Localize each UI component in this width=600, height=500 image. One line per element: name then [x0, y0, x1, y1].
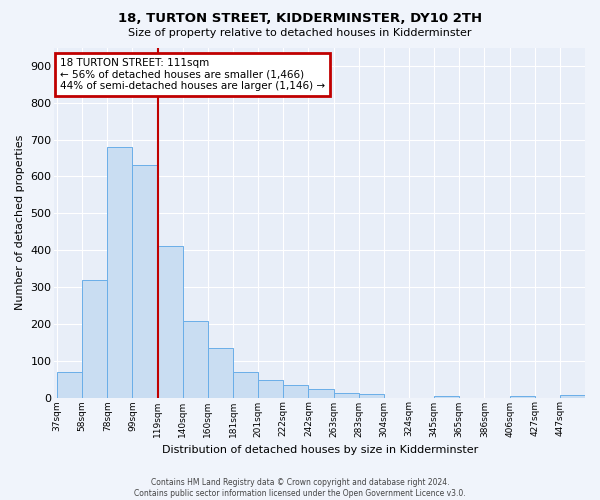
Text: Size of property relative to detached houses in Kidderminster: Size of property relative to detached ho…: [128, 28, 472, 38]
Bar: [107, 147, 133, 398]
Bar: [133, 166, 158, 398]
Bar: [359, 394, 384, 398]
Y-axis label: Number of detached properties: Number of detached properties: [15, 135, 25, 310]
Text: 18 TURTON STREET: 111sqm
← 56% of detached houses are smaller (1,466)
44% of sem: 18 TURTON STREET: 111sqm ← 56% of detach…: [60, 58, 325, 91]
Bar: [208, 348, 233, 398]
Bar: [509, 396, 535, 398]
Bar: [158, 246, 182, 398]
Bar: [334, 393, 359, 398]
Bar: [434, 396, 459, 398]
Bar: [57, 372, 82, 398]
Text: Contains HM Land Registry data © Crown copyright and database right 2024.
Contai: Contains HM Land Registry data © Crown c…: [134, 478, 466, 498]
Bar: [258, 380, 283, 398]
X-axis label: Distribution of detached houses by size in Kidderminster: Distribution of detached houses by size …: [161, 445, 478, 455]
Bar: [182, 321, 208, 398]
Bar: [283, 386, 308, 398]
Bar: [82, 280, 107, 398]
Bar: [308, 390, 334, 398]
Bar: [233, 372, 258, 398]
Text: 18, TURTON STREET, KIDDERMINSTER, DY10 2TH: 18, TURTON STREET, KIDDERMINSTER, DY10 2…: [118, 12, 482, 26]
Bar: [560, 395, 585, 398]
